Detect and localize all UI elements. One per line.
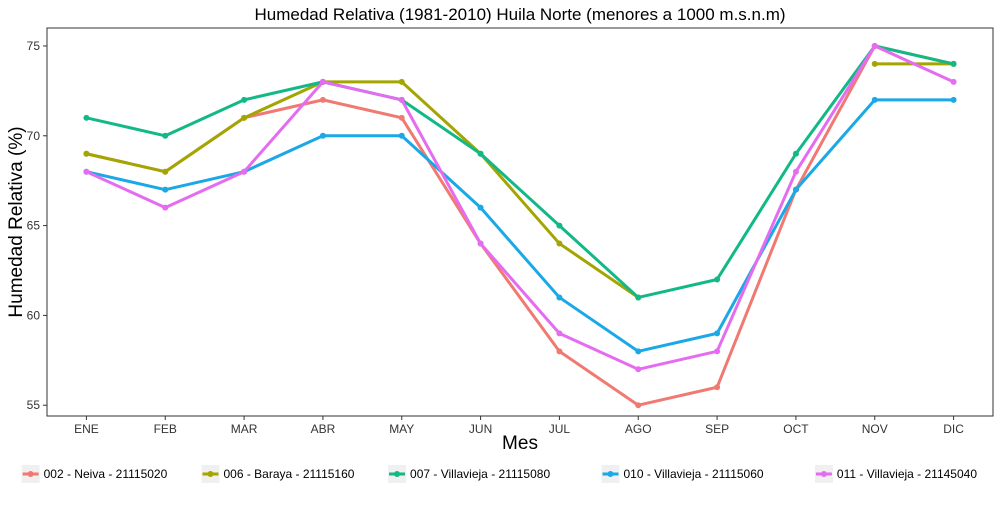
data-point: [714, 330, 721, 337]
legend-key-point: [607, 471, 614, 477]
legend-item: 010 - Villavieja - 21115060: [601, 465, 764, 483]
data-point: [714, 384, 721, 391]
series-layer: [83, 42, 957, 409]
data-point: [398, 132, 405, 139]
y-tick-label: 70: [27, 129, 41, 143]
data-point: [714, 348, 721, 355]
data-point: [792, 186, 799, 193]
series-line: [86, 80, 640, 299]
x-tick-label: MAY: [389, 422, 414, 436]
legend-key-point: [207, 471, 214, 477]
data-point: [319, 132, 326, 139]
legend-key-point: [394, 471, 401, 477]
x-tick-label: AGO: [625, 422, 652, 436]
data-point: [871, 42, 878, 49]
legend-label: 002 - Neiva - 21115020: [44, 467, 168, 481]
x-tick-label: JUN: [469, 422, 492, 436]
legend-label: 010 - Villavieja - 21115060: [623, 467, 763, 481]
data-point: [871, 96, 878, 103]
x-tick-label: DIC: [943, 422, 964, 436]
x-tick-label: ENE: [74, 422, 99, 436]
data-point: [477, 150, 484, 157]
series-line: [86, 44, 954, 299]
data-point: [241, 114, 248, 121]
data-point: [398, 114, 405, 121]
plot-panel: [46, 27, 994, 417]
legend-item: 007 - Villavieja - 21115080: [388, 465, 550, 483]
data-point: [556, 240, 563, 247]
data-point: [319, 96, 326, 103]
legend: 002 - Neiva - 21115020 006 - Baraya - 211…: [21, 465, 977, 483]
data-point: [950, 78, 957, 85]
data-point: [162, 132, 169, 139]
y-axis-label: Humedad Relativa (%): [6, 126, 27, 317]
data-point: [162, 168, 169, 175]
data-point: [635, 294, 642, 301]
x-tick-label: OCT: [783, 422, 809, 436]
series-line: [85, 44, 955, 371]
data-point: [241, 168, 248, 175]
data-point: [556, 348, 563, 355]
data-point: [477, 240, 484, 247]
y-tick-label: 60: [27, 308, 41, 322]
legend-item: 006 - Baraya - 21115160: [201, 465, 355, 483]
data-point: [635, 366, 642, 373]
legend-label: 006 - Baraya - 21115160: [223, 467, 354, 481]
data-point: [398, 78, 405, 85]
data-point: [556, 222, 563, 229]
x-tick-label: NOV: [862, 422, 888, 436]
y-tick-label: 65: [27, 219, 41, 233]
legend-label: 007 - Villavieja - 21115080: [410, 467, 550, 481]
x-tick-label: MAR: [231, 422, 258, 436]
x-tick-label: SEP: [705, 422, 729, 436]
data-point: [792, 168, 799, 175]
data-point: [556, 330, 563, 337]
data-point: [714, 276, 721, 283]
data-point: [319, 78, 326, 85]
x-axis-label: Mes: [502, 433, 538, 454]
y-axis: 55 60 65 70 75: [27, 39, 47, 412]
data-point: [162, 204, 169, 211]
legend-item: 011 - Villavieja - 21145040: [814, 465, 977, 483]
legend-label: 011 - Villavieja - 21145040: [837, 467, 977, 481]
data-point: [398, 96, 405, 103]
x-tick-label: JUL: [549, 422, 571, 436]
x-tick-label: FEB: [154, 422, 177, 436]
data-point: [83, 168, 90, 175]
data-point: [792, 150, 799, 157]
data-point: [162, 186, 169, 193]
data-point: [871, 60, 878, 67]
data-point: [950, 60, 957, 67]
data-point: [83, 150, 90, 157]
data-point: [635, 348, 642, 355]
series-line: [86, 98, 954, 353]
x-axis: ENE FEB MAR ABR MAY JUN JUL AGO SEP OCT NOV DIC: [74, 416, 964, 436]
legend-key-point: [27, 471, 34, 477]
data-point: [83, 114, 90, 121]
data-point: [241, 96, 248, 103]
y-tick-label: 75: [27, 39, 41, 53]
legend-item: 002 - Neiva - 21115020: [21, 465, 168, 483]
data-point: [556, 294, 563, 301]
chart-title: Humedad Relativa (1981-2010) Huila Norte…: [254, 5, 785, 24]
legend-key-point: [820, 471, 827, 477]
series-5: [83, 42, 957, 373]
x-tick-label: ABR: [311, 422, 336, 436]
data-point: [950, 96, 957, 103]
y-tick-label: 55: [27, 398, 41, 412]
data-point: [477, 204, 484, 211]
data-point: [635, 402, 642, 409]
